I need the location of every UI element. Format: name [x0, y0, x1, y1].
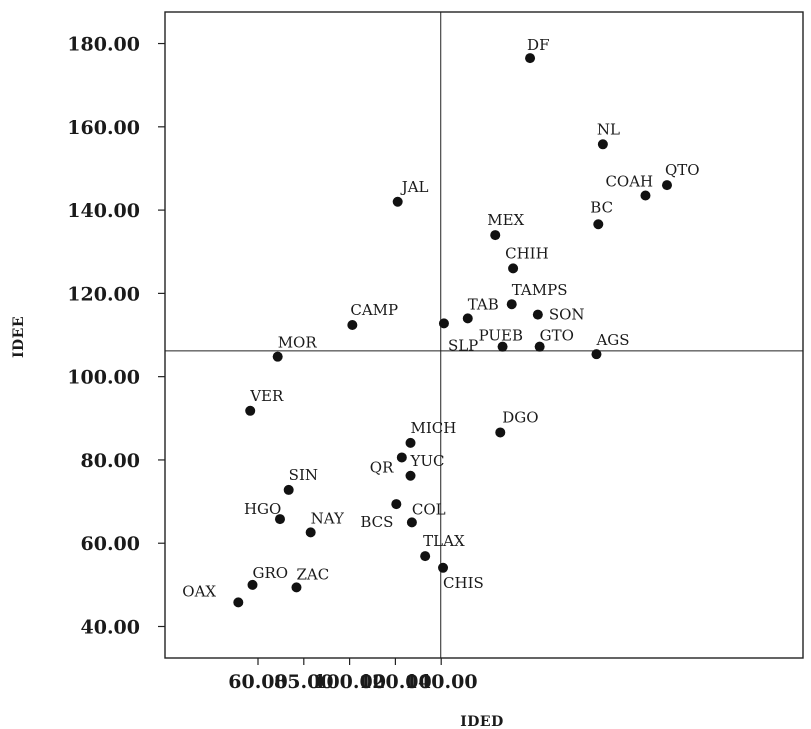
- point-label-col: COL: [412, 500, 446, 518]
- point-label-qto: QTO: [665, 161, 700, 179]
- point-label-sin: SIN: [289, 466, 318, 484]
- data-point-ags: [591, 349, 602, 360]
- data-point-son: [532, 309, 543, 320]
- y-tick-label: 40.00: [81, 617, 141, 639]
- point-label-nay: NAY: [311, 509, 345, 527]
- point-labels: DF NL QTO COAH BC JAL MEX CHIH TAMPS TAB SON SLP CAM…: [182, 36, 699, 600]
- point-label-ags: AGS: [595, 331, 629, 349]
- point-label-camp: CAMP: [350, 301, 398, 319]
- y-tick-label: 120.00: [67, 283, 140, 305]
- point-label-chih: CHIH: [505, 244, 549, 262]
- x-axis-title: IDED: [460, 714, 504, 729]
- point-label-yuc: YUC: [410, 452, 445, 470]
- y-axis: 40.00 60.00 80.00 100.00 120.00 140.00 160.00 1…: [67, 34, 165, 639]
- point-label-mor: MOR: [278, 334, 318, 352]
- point-label-chis: CHIS: [443, 574, 484, 592]
- point-label-mex: MEX: [487, 211, 524, 229]
- y-axis-title: IDEE: [11, 316, 27, 358]
- data-points: [233, 53, 672, 608]
- data-point-bcs: [391, 499, 402, 510]
- data-point-chih: [508, 263, 519, 274]
- point-label-dgo: DGO: [502, 408, 538, 426]
- data-point-mich: [405, 437, 416, 448]
- point-label-tab: TAB: [468, 295, 499, 313]
- data-point-ver: [245, 405, 256, 416]
- y-tick-label: 140.00: [67, 200, 140, 222]
- data-point-df: [525, 53, 536, 64]
- point-label-zac: ZAC: [296, 565, 329, 583]
- point-label-qr: QR: [370, 458, 394, 476]
- data-point-tab: [462, 313, 473, 324]
- point-label-nl: NL: [597, 120, 620, 138]
- x-tick-label: 100.00: [313, 671, 386, 693]
- data-point-camp: [347, 320, 358, 331]
- data-point-gro: [247, 579, 258, 590]
- data-point-pueb: [497, 341, 508, 352]
- point-label-son: SON: [549, 306, 585, 324]
- point-label-hgo: HGO: [244, 500, 281, 518]
- data-point-oax: [233, 597, 244, 608]
- data-point-hgo: [274, 514, 285, 525]
- point-label-mich: MICH: [411, 419, 457, 437]
- data-point-coah: [640, 190, 651, 201]
- data-point-sin: [283, 484, 294, 495]
- data-point-nay: [305, 527, 316, 538]
- data-point-jal: [392, 196, 403, 207]
- x-tick-label: 120.00: [359, 671, 432, 693]
- point-label-slp: SLP: [448, 336, 478, 354]
- point-label-pueb: PUEB: [479, 327, 523, 345]
- reference-lines: [165, 12, 803, 658]
- point-label-df: DF: [527, 36, 549, 54]
- point-label-bcs: BCS: [360, 513, 393, 531]
- data-point-slp: [438, 318, 449, 329]
- data-point-gto: [534, 341, 545, 352]
- point-label-jal: JAL: [400, 178, 429, 196]
- y-tick-label: 160.00: [67, 117, 140, 139]
- data-point-zac: [291, 582, 302, 593]
- data-point-tlax: [420, 551, 431, 562]
- point-label-gto: GTO: [540, 327, 574, 345]
- data-point-col: [406, 517, 417, 528]
- y-tick-label: 180.00: [67, 34, 140, 56]
- data-point-nl: [597, 139, 608, 150]
- data-point-yuc: [405, 470, 416, 481]
- point-label-ver: VER: [249, 387, 284, 405]
- x-tick-label: 140.00: [405, 671, 478, 693]
- data-point-dgo: [495, 427, 506, 438]
- point-label-bc: BC: [590, 198, 613, 216]
- point-label-gro: GRO: [253, 564, 289, 582]
- data-point-mex: [490, 230, 501, 241]
- y-tick-label: 80.00: [81, 450, 141, 472]
- data-point-qr: [396, 452, 407, 463]
- x-tick-label: 85.00: [274, 671, 334, 693]
- point-label-tamps: TAMPS: [512, 281, 568, 299]
- point-label-tlax: TLAX: [423, 532, 465, 550]
- plot-frame: [164, 11, 804, 659]
- data-point-mor: [272, 351, 283, 362]
- y-tick-label: 60.00: [81, 533, 141, 555]
- point-label-coah: COAH: [605, 173, 653, 191]
- x-tick-label: 60.00: [228, 671, 288, 693]
- point-label-oax: OAX: [182, 582, 216, 600]
- data-point-chis: [438, 562, 449, 573]
- data-point-tamps: [506, 299, 517, 310]
- data-point-bc: [593, 219, 604, 230]
- data-point-qto: [661, 180, 672, 191]
- y-tick-label: 100.00: [67, 367, 140, 389]
